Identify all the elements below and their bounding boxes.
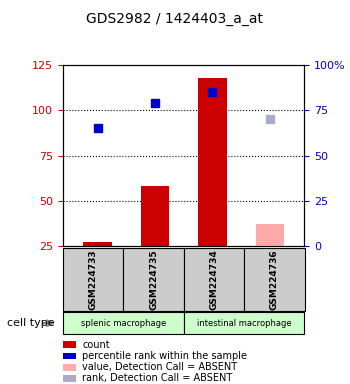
Text: percentile rank within the sample: percentile rank within the sample	[82, 351, 247, 361]
Text: GSM224734: GSM224734	[209, 249, 218, 310]
Bar	[256, 224, 284, 246]
Text: GSM224735: GSM224735	[149, 249, 158, 310]
Bar	[141, 186, 169, 246]
Text: GSM224733: GSM224733	[89, 249, 98, 310]
Bar	[83, 242, 112, 246]
Text: count: count	[82, 340, 110, 350]
Text: splenic macrophage: splenic macrophage	[81, 319, 166, 328]
Text: value, Detection Call = ABSENT: value, Detection Call = ABSENT	[82, 362, 237, 372]
Text: cell type: cell type	[7, 318, 55, 328]
Text: GSM224736: GSM224736	[270, 249, 279, 310]
Text: GDS2982 / 1424403_a_at: GDS2982 / 1424403_a_at	[86, 12, 264, 26]
Bar	[198, 78, 227, 246]
Text: intestinal macrophage: intestinal macrophage	[197, 319, 292, 328]
Text: rank, Detection Call = ABSENT: rank, Detection Call = ABSENT	[82, 373, 232, 383]
